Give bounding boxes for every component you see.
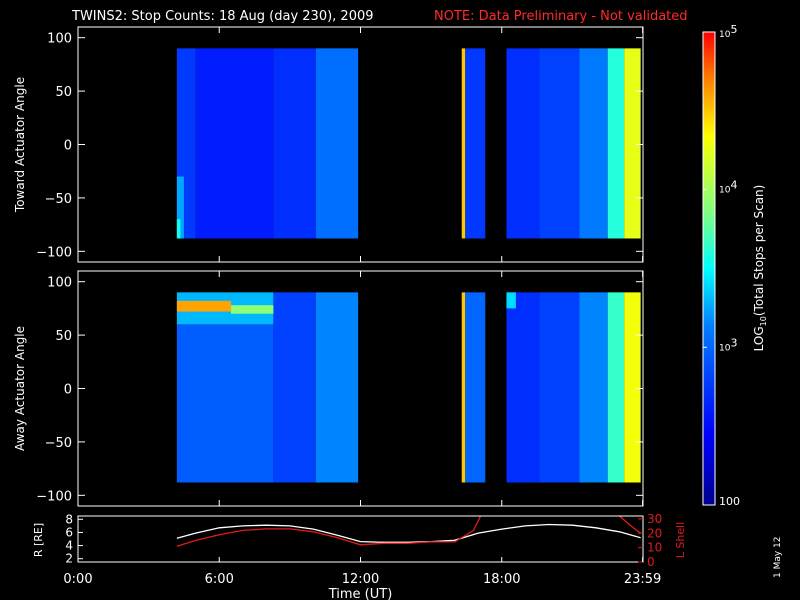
x-tick-label: 6:00 <box>205 572 234 587</box>
heatmap-cell <box>231 305 279 314</box>
colorbar-label-rest: (Total Stops per Scan) <box>752 185 766 316</box>
y-tick-label: −100 <box>36 489 72 504</box>
heatmap-cell <box>315 292 359 483</box>
r-axis-label: R [RE] <box>32 523 45 557</box>
lshell-series-line <box>176 515 482 547</box>
lshell-axis-label: L Shell <box>674 522 687 558</box>
colorbar-frame <box>702 31 716 506</box>
lshell-series-line <box>619 515 641 534</box>
y-tick-label: 50 <box>55 329 72 344</box>
y-tick-label: 6 <box>65 525 73 539</box>
chart-title: TWINS2: Stop Counts: 18 Aug (day 230), 2… <box>72 9 374 24</box>
y-tick-label: −50 <box>45 192 72 207</box>
colorbar-label-sub: 10 <box>759 316 768 326</box>
y-axis-label: Away Actuator Angle <box>13 326 27 451</box>
heatmap-cell <box>461 48 466 239</box>
heatmap-cell <box>506 292 540 483</box>
y2-tick-label: 10 <box>647 541 662 555</box>
x-tick-label: 0:00 <box>63 572 92 587</box>
y-tick-label: 50 <box>55 85 72 100</box>
y-tick-label: −50 <box>45 436 72 451</box>
y2-tick-label: 20 <box>647 526 662 540</box>
y-tick-label: 0 <box>64 139 72 154</box>
heatmap-cell <box>461 292 466 483</box>
heatmap-cell <box>539 48 580 239</box>
y2-tick-label: 30 <box>647 512 662 526</box>
colorbar-tick-label: 103 <box>719 336 737 353</box>
x-tick-label: 23:59 <box>624 572 661 587</box>
heatmap-cell <box>539 292 580 483</box>
x-tick-label: 18:00 <box>483 572 520 587</box>
colorbar-tick-label: 100 <box>719 495 740 508</box>
heatmap-cell <box>506 48 540 239</box>
colorbar-tick-label: 104 <box>719 179 737 196</box>
colorbar-gradient <box>703 32 715 505</box>
colorbar-tick-exponent: 5 <box>730 23 737 36</box>
y-tick-label: 100 <box>47 276 72 291</box>
y-axis-label: Toward Actuator Angle <box>13 77 27 213</box>
y2-tick-label: 0 <box>647 555 655 569</box>
colorbar-label: LOG10(Total Stops per Scan) <box>752 185 768 352</box>
heatmap-cell <box>624 292 641 483</box>
heatmap-cell <box>579 292 608 483</box>
heatmap-cell <box>579 48 608 239</box>
date-stamp: 1 May 12 <box>773 536 783 578</box>
heatmap-cell <box>273 48 316 239</box>
colorbar-tick-label: 105 <box>719 23 737 40</box>
x-tick-label: 12:00 <box>342 572 379 587</box>
heatmap-cell <box>195 48 274 239</box>
colorbar-label-log: LOG <box>752 326 766 351</box>
heatmap-cell <box>176 300 232 312</box>
x-axis-label: Time (UT) <box>328 587 393 600</box>
heatmap-cell <box>506 292 516 309</box>
heatmap-cell <box>176 219 181 239</box>
y-tick-label: 0 <box>64 383 72 398</box>
colorbar-tick-exponent: 4 <box>730 179 737 192</box>
heatmap-cell <box>176 324 274 483</box>
y-tick-label: 2 <box>65 552 73 566</box>
heatmap-cell <box>465 292 486 483</box>
preliminary-note: NOTE: Data Preliminary - Not validated <box>434 9 688 24</box>
heatmap-cell <box>624 48 641 239</box>
r-series-line <box>176 523 641 543</box>
y-tick-label: 100 <box>47 32 72 47</box>
toward-angle-panel: 100 50 0 −50 −100 Toward Actuator Angle <box>13 26 644 263</box>
heatmap-cell <box>176 176 184 239</box>
heatmap-cell <box>273 292 316 483</box>
plot-frame <box>77 515 644 563</box>
y-tick-label: 8 <box>65 512 73 526</box>
y-tick-label: 4 <box>65 539 73 553</box>
away-angle-panel: 100 50 0 −50 −100 Away Actuator Angle <box>13 270 644 507</box>
heatmap-cell <box>465 48 486 239</box>
heatmap-cell <box>607 292 625 483</box>
colorbar-tick-exponent: 3 <box>730 336 737 349</box>
y-tick-label: −100 <box>36 245 72 260</box>
heatmap-cell <box>315 48 359 239</box>
heatmap-cell <box>607 48 625 239</box>
